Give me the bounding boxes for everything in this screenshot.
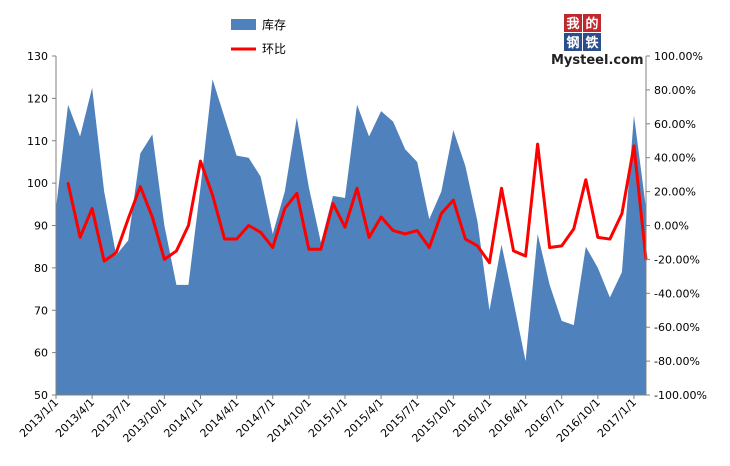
- logo-tile-1: [564, 14, 582, 32]
- mom-point: [223, 237, 226, 241]
- logo-char-3: 钢: [566, 35, 579, 51]
- logo-tile-2: [583, 14, 601, 32]
- mom-point: [127, 217, 130, 220]
- mom-point: [78, 236, 82, 239]
- mom-point: [247, 224, 250, 227]
- mysteel-logo: 我 的 钢 铁 Mysteel.com: [551, 14, 644, 68]
- mom-point: [295, 192, 299, 195]
- right-tick-label: -60.00%: [654, 321, 700, 334]
- mom-point: [416, 229, 419, 232]
- mom-point: [584, 178, 587, 181]
- legend: 库存 环比: [231, 17, 286, 56]
- mom-point: [235, 237, 238, 241]
- mom-point: [464, 237, 467, 241]
- right-tick-label: 80.00%: [654, 84, 696, 97]
- mom-point: [211, 193, 214, 197]
- mom-point: [139, 185, 142, 188]
- inventory-area: [56, 79, 646, 395]
- right-tick-label: -40.00%: [654, 287, 700, 300]
- mom-point: [259, 231, 262, 234]
- left-tick-label: 120: [27, 92, 48, 105]
- left-tick-label: 50: [34, 389, 48, 402]
- mom-point: [452, 198, 455, 202]
- mom-point: [115, 251, 118, 254]
- mom-point: [331, 202, 335, 205]
- logo-tile-3: [564, 33, 582, 51]
- legend-swatch-inventory: [231, 19, 256, 30]
- mom-point: [500, 187, 503, 190]
- mom-point: [596, 236, 600, 239]
- right-tick-label: 100.00%: [654, 50, 703, 63]
- right-tick-label: -100.00%: [654, 389, 707, 402]
- mom-point: [440, 212, 443, 215]
- mom-point: [283, 207, 286, 210]
- mom-point: [536, 142, 539, 146]
- mom-point: [428, 246, 431, 249]
- mom-point: [343, 225, 347, 229]
- mom-point: [488, 261, 491, 264]
- right-tick-label: 40.00%: [654, 152, 696, 165]
- mom-point: [608, 237, 612, 241]
- right-tick-label: 0.00%: [654, 220, 689, 233]
- mom-point: [355, 187, 359, 190]
- left-tick-label: 110: [27, 135, 48, 148]
- logo-char-4: 铁: [584, 35, 598, 51]
- logo-char-1: 我: [566, 16, 579, 32]
- mom-point: [151, 215, 154, 219]
- mom-point: [391, 229, 395, 232]
- mom-point: [524, 254, 527, 258]
- mom-point: [102, 259, 106, 263]
- logo-wordmark: Mysteel.com: [551, 53, 644, 68]
- plot-area: [56, 79, 648, 395]
- legend-label-inventory: 库存: [262, 17, 286, 32]
- mom-point: [632, 144, 636, 148]
- right-tick-label: 60.00%: [654, 118, 696, 131]
- mom-point: [163, 258, 166, 261]
- mom-point: [572, 227, 575, 231]
- left-tick-label: 100: [27, 177, 48, 190]
- mom-point: [187, 224, 190, 227]
- left-tick-label: 60: [34, 347, 48, 360]
- right-tick-label: -80.00%: [654, 355, 700, 368]
- logo-char-2: 的: [585, 16, 598, 32]
- logo-tile-4: [583, 33, 601, 51]
- mom-point: [548, 246, 551, 249]
- mom-point: [90, 207, 94, 210]
- left-tick-label: 70: [34, 304, 48, 317]
- legend-label-mom: 环比: [262, 42, 286, 56]
- right-tick-label: 20.00%: [654, 186, 696, 199]
- mom-point: [403, 232, 407, 236]
- left-tick-label: 90: [34, 220, 48, 233]
- mom-point: [620, 212, 624, 215]
- left-tick-label: 80: [34, 262, 48, 275]
- x-tick-label: 2017/1/1: [595, 396, 639, 440]
- mom-point: [307, 248, 311, 251]
- mom-point: [379, 215, 383, 219]
- mom-point: [271, 246, 274, 249]
- mom-point: [367, 236, 371, 239]
- mom-point: [66, 181, 70, 185]
- mom-point: [319, 248, 323, 251]
- mom-point: [199, 159, 202, 163]
- mom-point: [512, 249, 515, 253]
- mom-point: [175, 249, 178, 253]
- mom-point: [476, 244, 479, 248]
- left-tick-label: 130: [27, 50, 48, 63]
- mom-point: [560, 244, 563, 248]
- right-tick-label: -20.00%: [654, 253, 700, 266]
